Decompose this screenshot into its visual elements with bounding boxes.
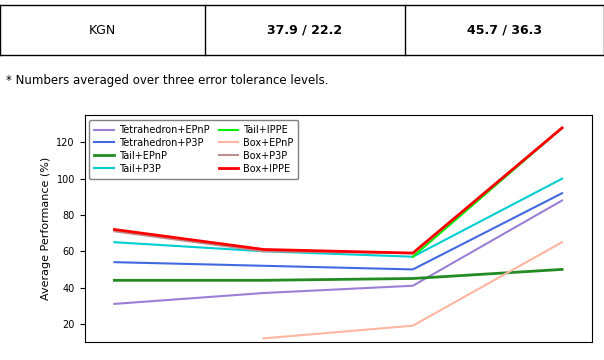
Text: KGN: KGN [89, 24, 117, 37]
Text: * Numbers averaged over three error tolerance levels.: * Numbers averaged over three error tole… [6, 74, 329, 87]
Legend: Tetrahedron+EPnP, Tetrahedron+P3P, Tail+EPnP, Tail+P3P, Tail+IPPE, Box+EPnP, Box: Tetrahedron+EPnP, Tetrahedron+P3P, Tail+… [89, 120, 298, 179]
Text: 37.9 / 22.2: 37.9 / 22.2 [268, 24, 342, 37]
Text: 45.7 / 36.3: 45.7 / 36.3 [467, 24, 542, 37]
Y-axis label: Average Performance (%): Average Performance (%) [41, 157, 51, 300]
